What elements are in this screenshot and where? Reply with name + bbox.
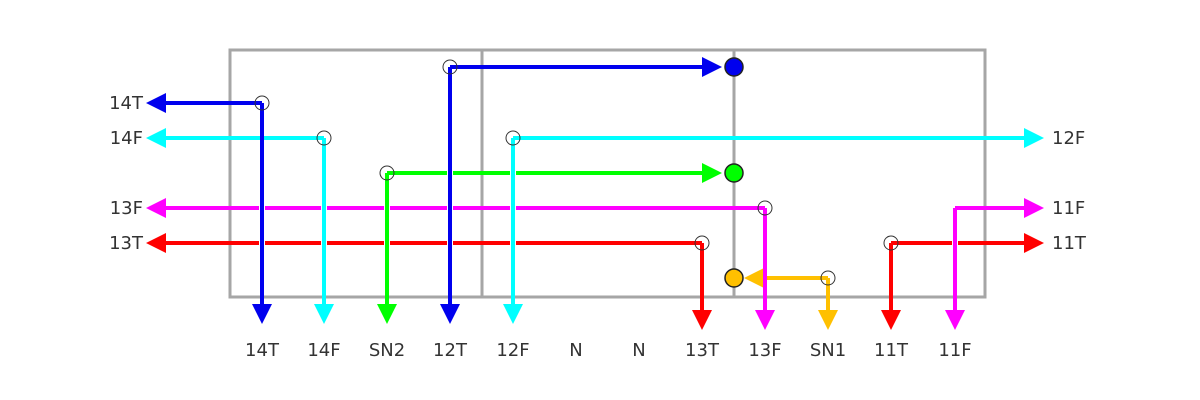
left-label: 13F bbox=[110, 198, 143, 219]
terminal-label: 11T bbox=[874, 340, 909, 361]
terminal-label: N bbox=[569, 340, 582, 361]
horizontal-wires bbox=[146, 57, 1044, 288]
terminal-label: SN1 bbox=[810, 340, 846, 361]
terminal-label: 12T bbox=[433, 340, 468, 361]
right-label: 11T bbox=[1052, 233, 1087, 254]
right-labels: 12F 11F 11T bbox=[1052, 128, 1087, 254]
terminal-label: 13T bbox=[685, 340, 720, 361]
bottom-labels: 14T 14F SN2 12T 12F N N 13T 13F SN1 11T … bbox=[245, 340, 972, 361]
right-label: 12F bbox=[1052, 128, 1085, 149]
terminal-label: SN2 bbox=[369, 340, 405, 361]
left-labels: 14T 14F 13F 13T bbox=[109, 93, 144, 254]
right-label: 11F bbox=[1052, 198, 1085, 219]
junction-dots bbox=[724, 57, 744, 288]
terminal-label: 14T bbox=[245, 340, 280, 361]
left-label: 14T bbox=[109, 93, 144, 114]
terminal-label: N bbox=[632, 340, 645, 361]
terminal-label: 11F bbox=[938, 340, 971, 361]
terminal-label: 14F bbox=[307, 340, 340, 361]
terminal-label: 12F bbox=[496, 340, 529, 361]
terminals bbox=[254, 59, 899, 286]
left-label: 14F bbox=[110, 128, 143, 149]
left-label: 13T bbox=[109, 233, 144, 254]
terminal-label: 13F bbox=[748, 340, 781, 361]
vertical-wires bbox=[252, 67, 965, 330]
